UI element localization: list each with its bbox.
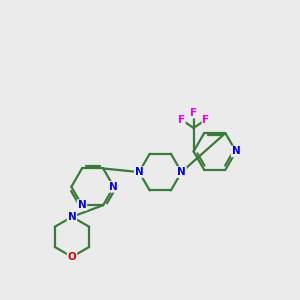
- Text: F: F: [190, 108, 197, 118]
- Text: N: N: [135, 167, 143, 177]
- Text: N: N: [68, 212, 76, 222]
- Text: N: N: [78, 200, 86, 210]
- Text: N: N: [177, 167, 186, 177]
- Text: N: N: [110, 182, 118, 192]
- Text: F: F: [202, 115, 209, 125]
- Text: O: O: [68, 252, 76, 262]
- Text: F: F: [178, 115, 185, 125]
- Text: N: N: [232, 146, 240, 157]
